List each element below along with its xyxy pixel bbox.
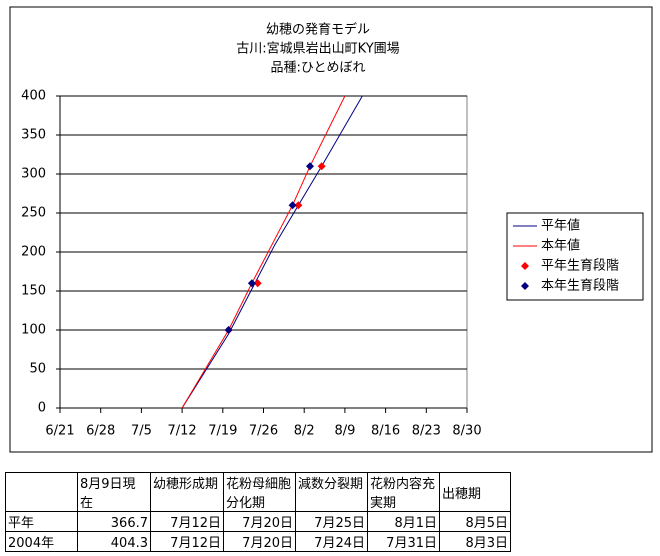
marker — [253, 279, 262, 288]
x-tick-label: 7/12 — [167, 424, 196, 439]
series-line — [181, 96, 346, 409]
table-row: 平年 366.7 7月12日 7月20日 7月25日 8月1日 8月5日 — [5, 511, 511, 532]
y-tick-label: 100 — [21, 323, 46, 338]
chart-title: 古川:宮城県岩出山町KY圃場 — [236, 41, 399, 57]
y-tick-label: 300 — [21, 167, 46, 182]
cell: 7月20日 — [223, 511, 296, 532]
marker — [306, 162, 315, 171]
y-tick-label: 0 — [38, 401, 46, 416]
cell: 花粉母細胞分化期 — [223, 472, 296, 512]
marker — [294, 201, 303, 210]
cell: 平年 — [5, 511, 78, 532]
x-tick-label: 6/28 — [86, 424, 115, 439]
cell: 7月12日 — [150, 531, 224, 552]
legend-label: 平年生育段階 — [541, 258, 619, 274]
legend-box — [506, 212, 644, 301]
cell — [5, 472, 78, 512]
cell: 8月3日 — [439, 531, 511, 552]
table-row: 2004年 404.3 7月12日 7月20日 7月24日 7月31日 8月3日 — [5, 531, 511, 552]
cell: 花粉内容充実期 — [367, 472, 440, 512]
x-tick-label: 8/30 — [452, 424, 481, 439]
legend-label: 本年生育段階 — [541, 278, 619, 294]
x-tick-label: 6/21 — [45, 424, 74, 439]
y-tick-label: 250 — [21, 206, 46, 221]
y-tick-label: 50 — [29, 362, 46, 377]
chart-frame — [9, 6, 653, 453]
x-tick-label: 7/26 — [249, 424, 278, 439]
marker — [317, 162, 326, 171]
cell: 7月25日 — [295, 511, 368, 532]
cell: 出穂期 — [439, 472, 511, 512]
cell: 7月24日 — [295, 531, 368, 552]
cell: 減数分裂期 — [295, 472, 368, 512]
cell: 404.3 — [77, 531, 151, 552]
y-tick-label: 400 — [21, 89, 46, 104]
chart-title: 品種:ひとめぼれ — [271, 60, 366, 76]
marker — [288, 201, 297, 210]
y-tick-label: 150 — [21, 284, 46, 299]
chart-title: 幼穂の発育モデル — [266, 22, 370, 38]
marker — [247, 279, 256, 288]
cell: 7月12日 — [150, 511, 224, 532]
legend-marker — [521, 282, 529, 290]
cell: 幼穂形成期 — [150, 472, 224, 512]
legend-label: 本年値 — [541, 238, 580, 254]
legend-marker — [521, 262, 529, 270]
x-tick-label: 8/2 — [294, 424, 315, 439]
table-header: 8月9日現在 幼穂形成期 花粉母細胞分化期 減数分裂期 花粉内容充実期 出穂期 — [5, 472, 511, 512]
y-tick-label: 200 — [21, 245, 46, 260]
data-table: 8月9日現在 幼穂形成期 花粉母細胞分化期 減数分裂期 花粉内容充実期 出穂期 … — [5, 472, 511, 552]
cell: 8月9日現在 — [77, 472, 151, 512]
legend-label: 平年値 — [541, 218, 580, 234]
cell: 8月1日 — [367, 511, 440, 532]
cell: 7月31日 — [367, 531, 440, 552]
x-tick-label: 7/5 — [131, 424, 152, 439]
series-line — [181, 96, 363, 409]
x-tick-label: 8/23 — [412, 424, 441, 439]
cell: 8月5日 — [439, 511, 511, 532]
cell: 2004年 — [5, 531, 78, 552]
x-tick-label: 8/9 — [334, 424, 355, 439]
y-tick-label: 350 — [21, 128, 46, 143]
x-tick-label: 7/19 — [208, 424, 237, 439]
chart: 幼穂の発育モデル 古川:宮城県岩出山町KY圃場 品種:ひとめぼれ 0 50 100 1… — [9, 6, 653, 453]
cell: 7月20日 — [223, 531, 296, 552]
x-tick-label: 8/16 — [371, 424, 400, 439]
cell: 366.7 — [77, 511, 151, 532]
marker — [224, 326, 233, 334]
